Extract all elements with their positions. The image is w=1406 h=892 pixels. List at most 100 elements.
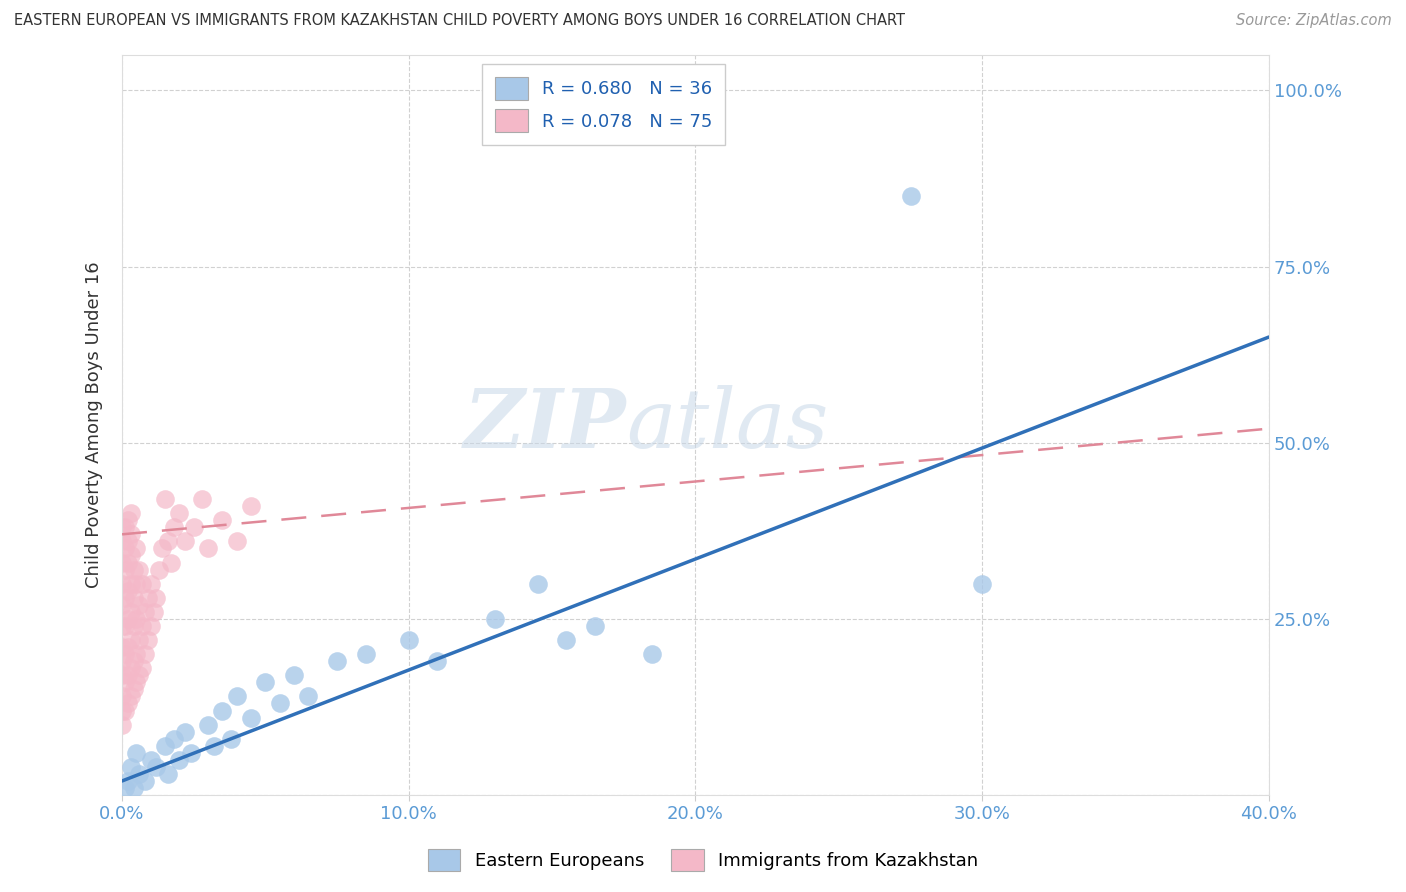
Point (128, 668, 150, 682)
Point (120, 605, 142, 619)
Point (111, 534, 134, 549)
Point (122, 780, 145, 795)
Point (125, 746, 148, 760)
Point (197, 717, 219, 731)
Point (426, 654, 449, 668)
Point (197, 541, 219, 556)
Point (117, 774, 139, 789)
Point (134, 605, 156, 619)
Point (120, 506, 142, 520)
Point (114, 591, 136, 605)
Point (211, 704, 233, 718)
Point (225, 690, 247, 704)
Point (169, 753, 191, 767)
Point (139, 576, 162, 591)
Point (219, 731, 242, 746)
Legend: R = 0.680   N = 36, R = 0.078   N = 75: R = 0.680 N = 36, R = 0.078 N = 75 (482, 64, 725, 145)
Point (142, 605, 165, 619)
Point (117, 556, 139, 570)
Point (114, 675, 136, 690)
Point (163, 520, 186, 534)
Point (114, 619, 136, 633)
Point (128, 598, 150, 612)
Point (484, 612, 506, 626)
Point (111, 717, 134, 731)
Point (225, 534, 247, 549)
Point (169, 506, 191, 520)
Point (145, 760, 167, 774)
Point (120, 760, 142, 774)
Point (269, 697, 291, 711)
Point (398, 633, 420, 648)
Point (145, 591, 167, 605)
Text: ZIP: ZIP (464, 385, 627, 465)
Point (111, 576, 134, 591)
Point (240, 710, 263, 724)
Point (114, 520, 136, 534)
Point (972, 576, 994, 591)
Point (122, 619, 145, 633)
Y-axis label: Child Poverty Among Boys Under 16: Child Poverty Among Boys Under 16 (86, 261, 103, 589)
Point (120, 690, 142, 704)
Point (120, 661, 142, 675)
Point (131, 661, 153, 675)
Point (117, 668, 139, 682)
Point (122, 563, 145, 577)
Point (240, 499, 263, 513)
Point (125, 647, 148, 661)
Point (111, 619, 134, 633)
Text: atlas: atlas (627, 385, 830, 465)
Point (128, 633, 150, 648)
Point (153, 739, 176, 753)
Point (156, 534, 179, 549)
Point (114, 563, 136, 577)
Point (354, 647, 377, 661)
Point (111, 654, 134, 668)
Point (120, 633, 142, 648)
Point (125, 541, 148, 556)
Text: EASTERN EUROPEAN VS IMMIGRANTS FROM KAZAKHSTAN CHILD POVERTY AMONG BOYS UNDER 16: EASTERN EUROPEAN VS IMMIGRANTS FROM KAZA… (14, 13, 905, 29)
Point (283, 668, 305, 682)
Point (326, 654, 349, 668)
Point (125, 612, 148, 626)
Text: Source: ZipAtlas.com: Source: ZipAtlas.com (1236, 13, 1392, 29)
Point (128, 767, 150, 781)
Point (122, 682, 145, 697)
Point (131, 576, 153, 591)
Point (641, 647, 664, 661)
Point (111, 520, 134, 534)
Point (120, 576, 142, 591)
Point (134, 774, 156, 789)
Point (122, 654, 145, 668)
Point (117, 612, 139, 626)
Point (125, 576, 148, 591)
Point (526, 576, 548, 591)
Point (117, 697, 139, 711)
Point (114, 704, 136, 718)
Point (159, 556, 181, 570)
Point (153, 492, 176, 507)
Point (117, 640, 139, 654)
Point (117, 534, 139, 549)
Point (211, 513, 233, 527)
Point (120, 549, 142, 563)
Point (128, 563, 150, 577)
Point (111, 668, 134, 682)
Point (114, 780, 136, 795)
Point (131, 619, 153, 633)
Point (117, 513, 139, 527)
Point (900, 189, 922, 203)
Point (150, 541, 173, 556)
Point (555, 633, 578, 648)
Point (156, 767, 179, 781)
Point (117, 583, 139, 598)
Point (183, 520, 205, 534)
Point (174, 724, 197, 739)
Point (111, 598, 134, 612)
Point (114, 647, 136, 661)
Point (139, 753, 162, 767)
Point (120, 527, 142, 541)
Point (125, 675, 148, 690)
Point (111, 704, 134, 718)
Point (180, 746, 202, 760)
